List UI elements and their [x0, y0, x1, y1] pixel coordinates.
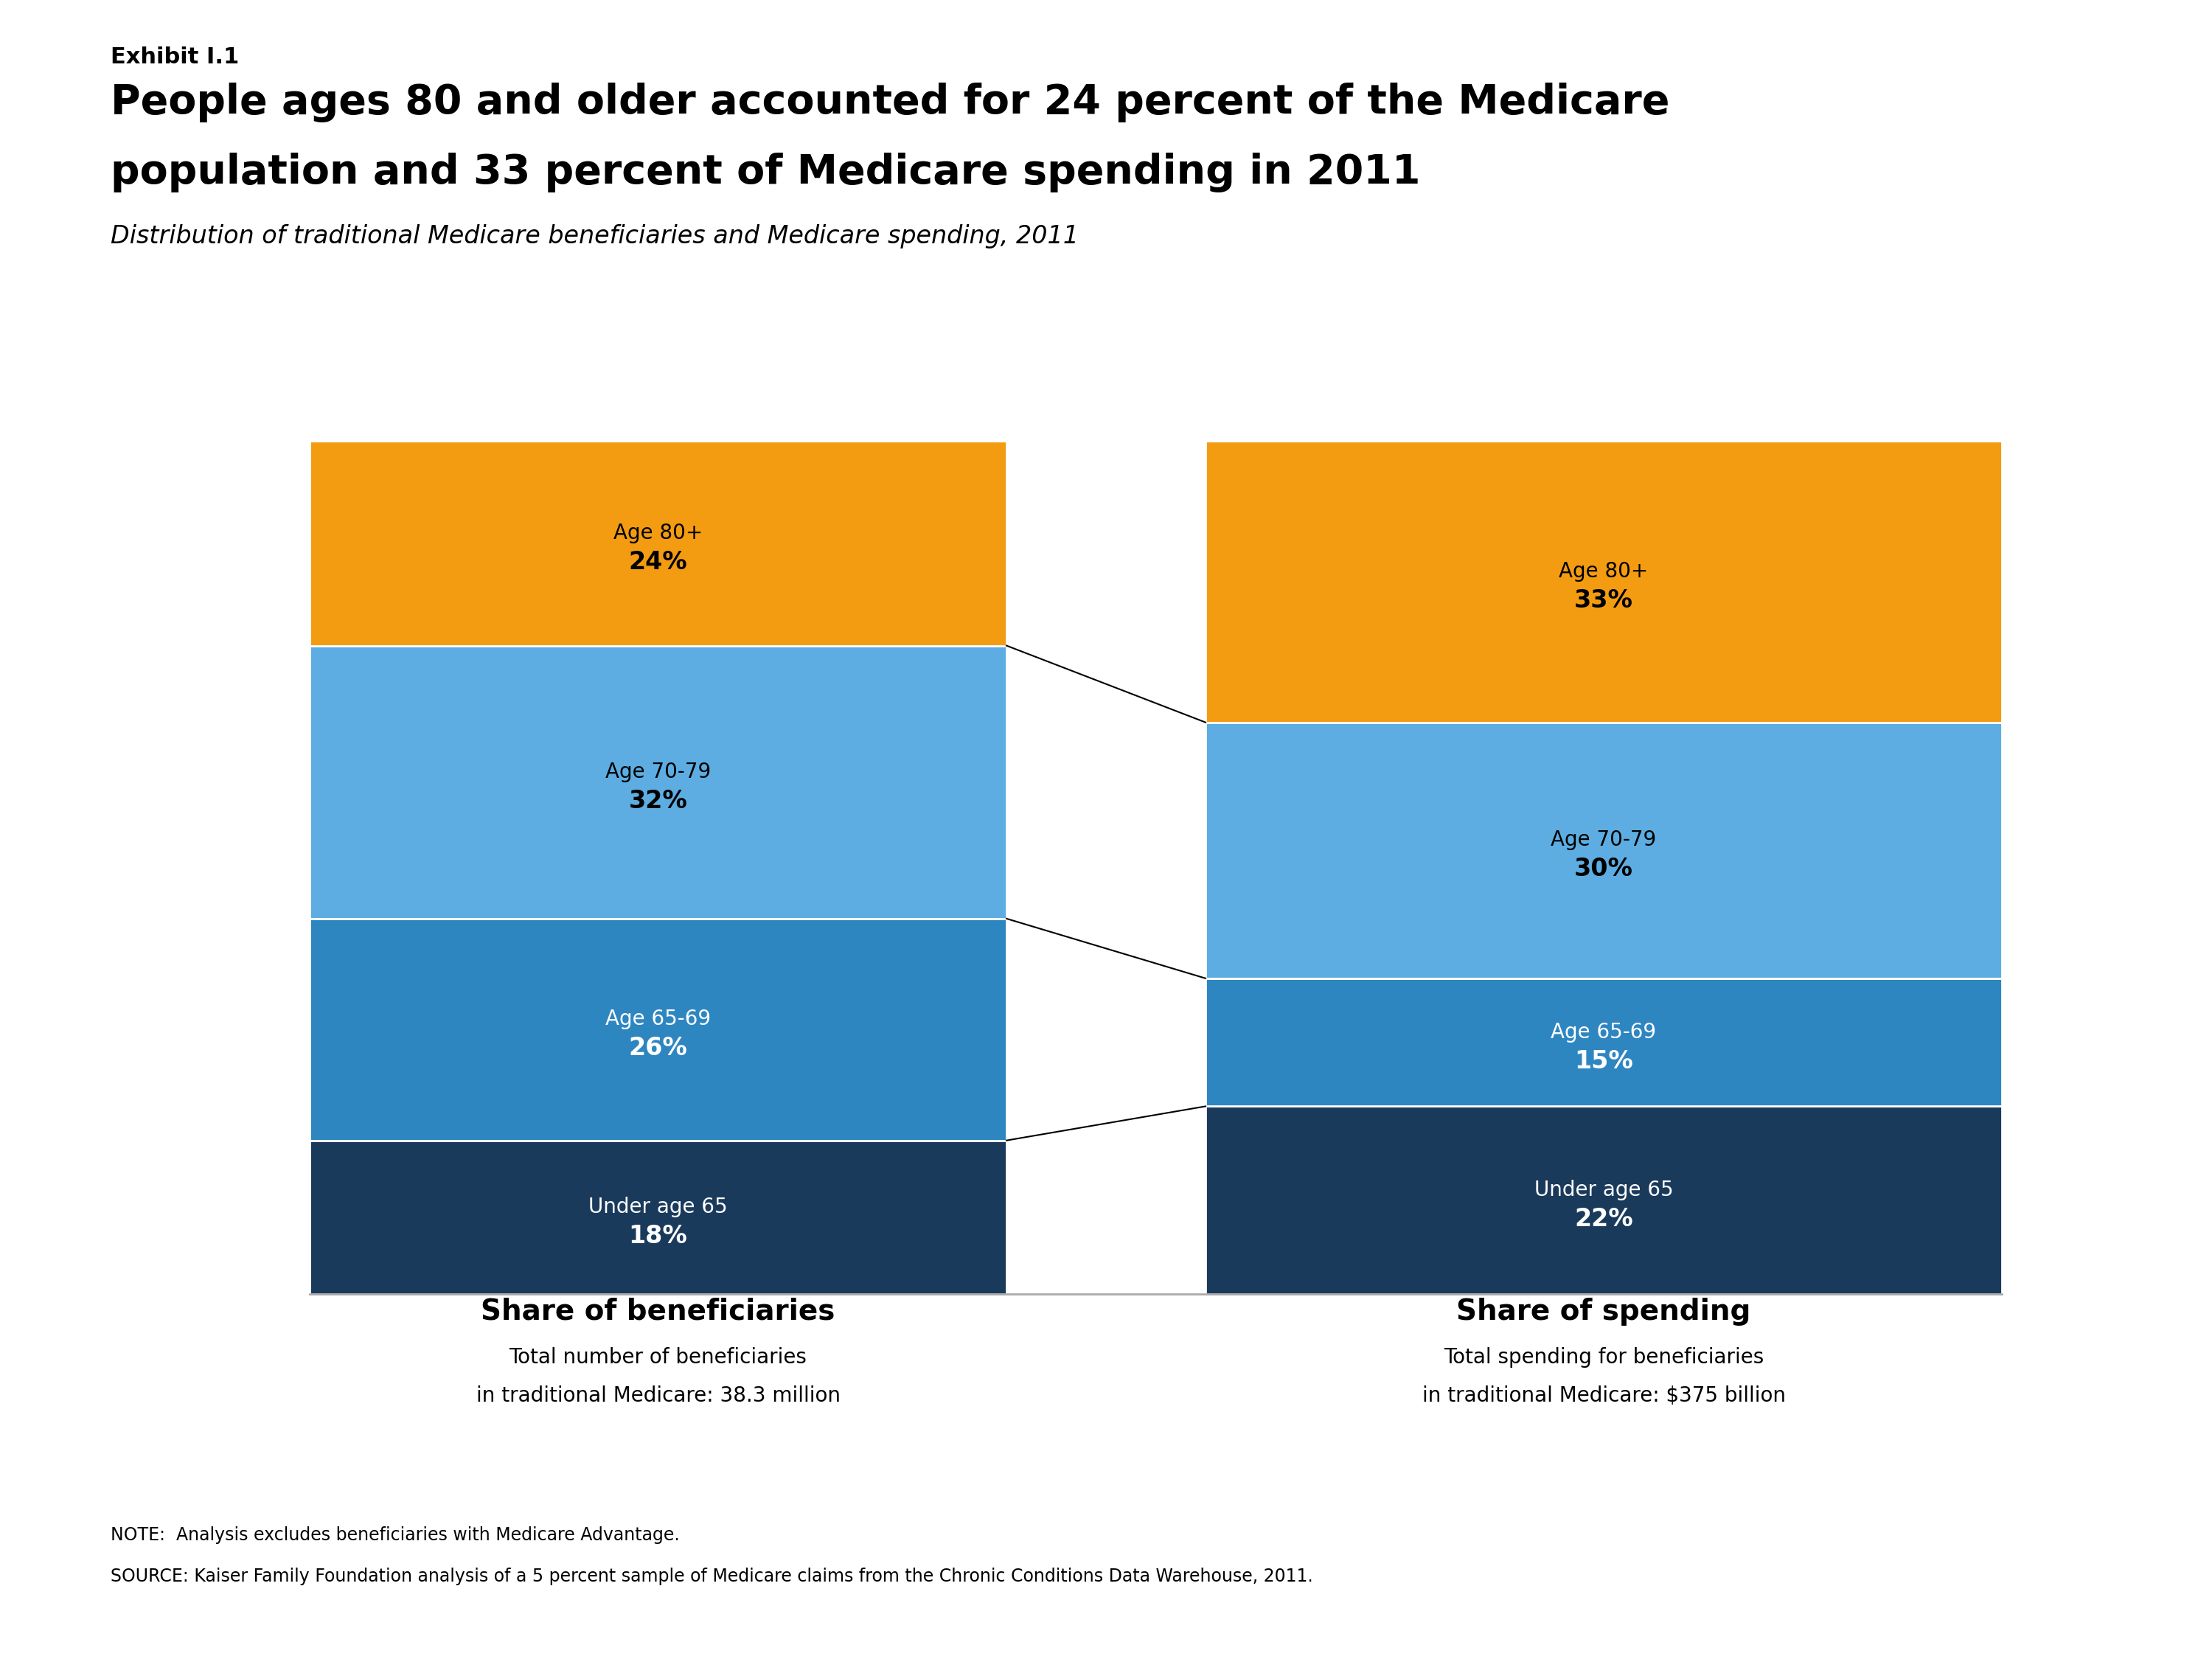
Text: Share of spending: Share of spending: [1455, 1297, 1752, 1326]
Text: SOURCE: Kaiser Family Foundation analysis of a 5 percent sample of Medicare clai: SOURCE: Kaiser Family Foundation analysi…: [111, 1568, 1314, 1586]
Text: Age 80+: Age 80+: [613, 523, 703, 542]
Text: 24%: 24%: [628, 549, 688, 574]
Text: 22%: 22%: [1575, 1206, 1632, 1231]
Text: FAMILY: FAMILY: [1995, 1550, 2062, 1568]
Text: NOTE:  Analysis excludes beneficiaries with Medicare Advantage.: NOTE: Analysis excludes beneficiaries wi…: [111, 1526, 679, 1545]
Text: Total number of beneficiaries: Total number of beneficiaries: [509, 1347, 807, 1367]
Text: Age 70-79: Age 70-79: [1551, 830, 1657, 851]
Text: in traditional Medicare: $375 billion: in traditional Medicare: $375 billion: [1422, 1385, 1785, 1405]
Text: Distribution of traditional Medicare beneficiaries and Medicare spending, 2011: Distribution of traditional Medicare ben…: [111, 224, 1079, 249]
Text: 18%: 18%: [628, 1224, 688, 1248]
Bar: [1206, 979, 2002, 1107]
Text: Under age 65: Under age 65: [588, 1196, 728, 1218]
Text: Age 70-79: Age 70-79: [606, 761, 710, 781]
Text: KAISER: KAISER: [1993, 1516, 2064, 1533]
Bar: [1206, 441, 2002, 722]
Text: population and 33 percent of Medicare spending in 2011: population and 33 percent of Medicare sp…: [111, 153, 1420, 192]
Text: 26%: 26%: [628, 1037, 688, 1060]
Text: Age 80+: Age 80+: [1559, 561, 1648, 582]
Text: FOUNDATION: FOUNDATION: [1995, 1608, 2062, 1618]
Text: Total spending for beneficiaries: Total spending for beneficiaries: [1444, 1347, 1763, 1367]
Bar: [310, 645, 1006, 919]
Text: 15%: 15%: [1575, 1048, 1632, 1073]
Bar: [310, 1140, 1006, 1294]
Text: in traditional Medicare: 38.3 million: in traditional Medicare: 38.3 million: [476, 1385, 841, 1405]
Bar: [1206, 1107, 2002, 1294]
Text: Share of beneficiaries: Share of beneficiaries: [480, 1297, 836, 1326]
Text: Age 65-69: Age 65-69: [1551, 1022, 1657, 1042]
Text: 33%: 33%: [1575, 589, 1632, 612]
Bar: [310, 919, 1006, 1140]
Text: Age 65-69: Age 65-69: [606, 1009, 710, 1030]
Text: Under age 65: Under age 65: [1535, 1180, 1672, 1199]
Text: THE HENRY J.: THE HENRY J.: [1995, 1467, 2062, 1477]
Text: 30%: 30%: [1575, 858, 1632, 881]
Text: People ages 80 and older accounted for 24 percent of the Medicare: People ages 80 and older accounted for 2…: [111, 83, 1670, 123]
Bar: [310, 441, 1006, 645]
Text: 32%: 32%: [628, 788, 688, 813]
Bar: [1206, 722, 2002, 979]
Text: Exhibit I.1: Exhibit I.1: [111, 46, 239, 68]
